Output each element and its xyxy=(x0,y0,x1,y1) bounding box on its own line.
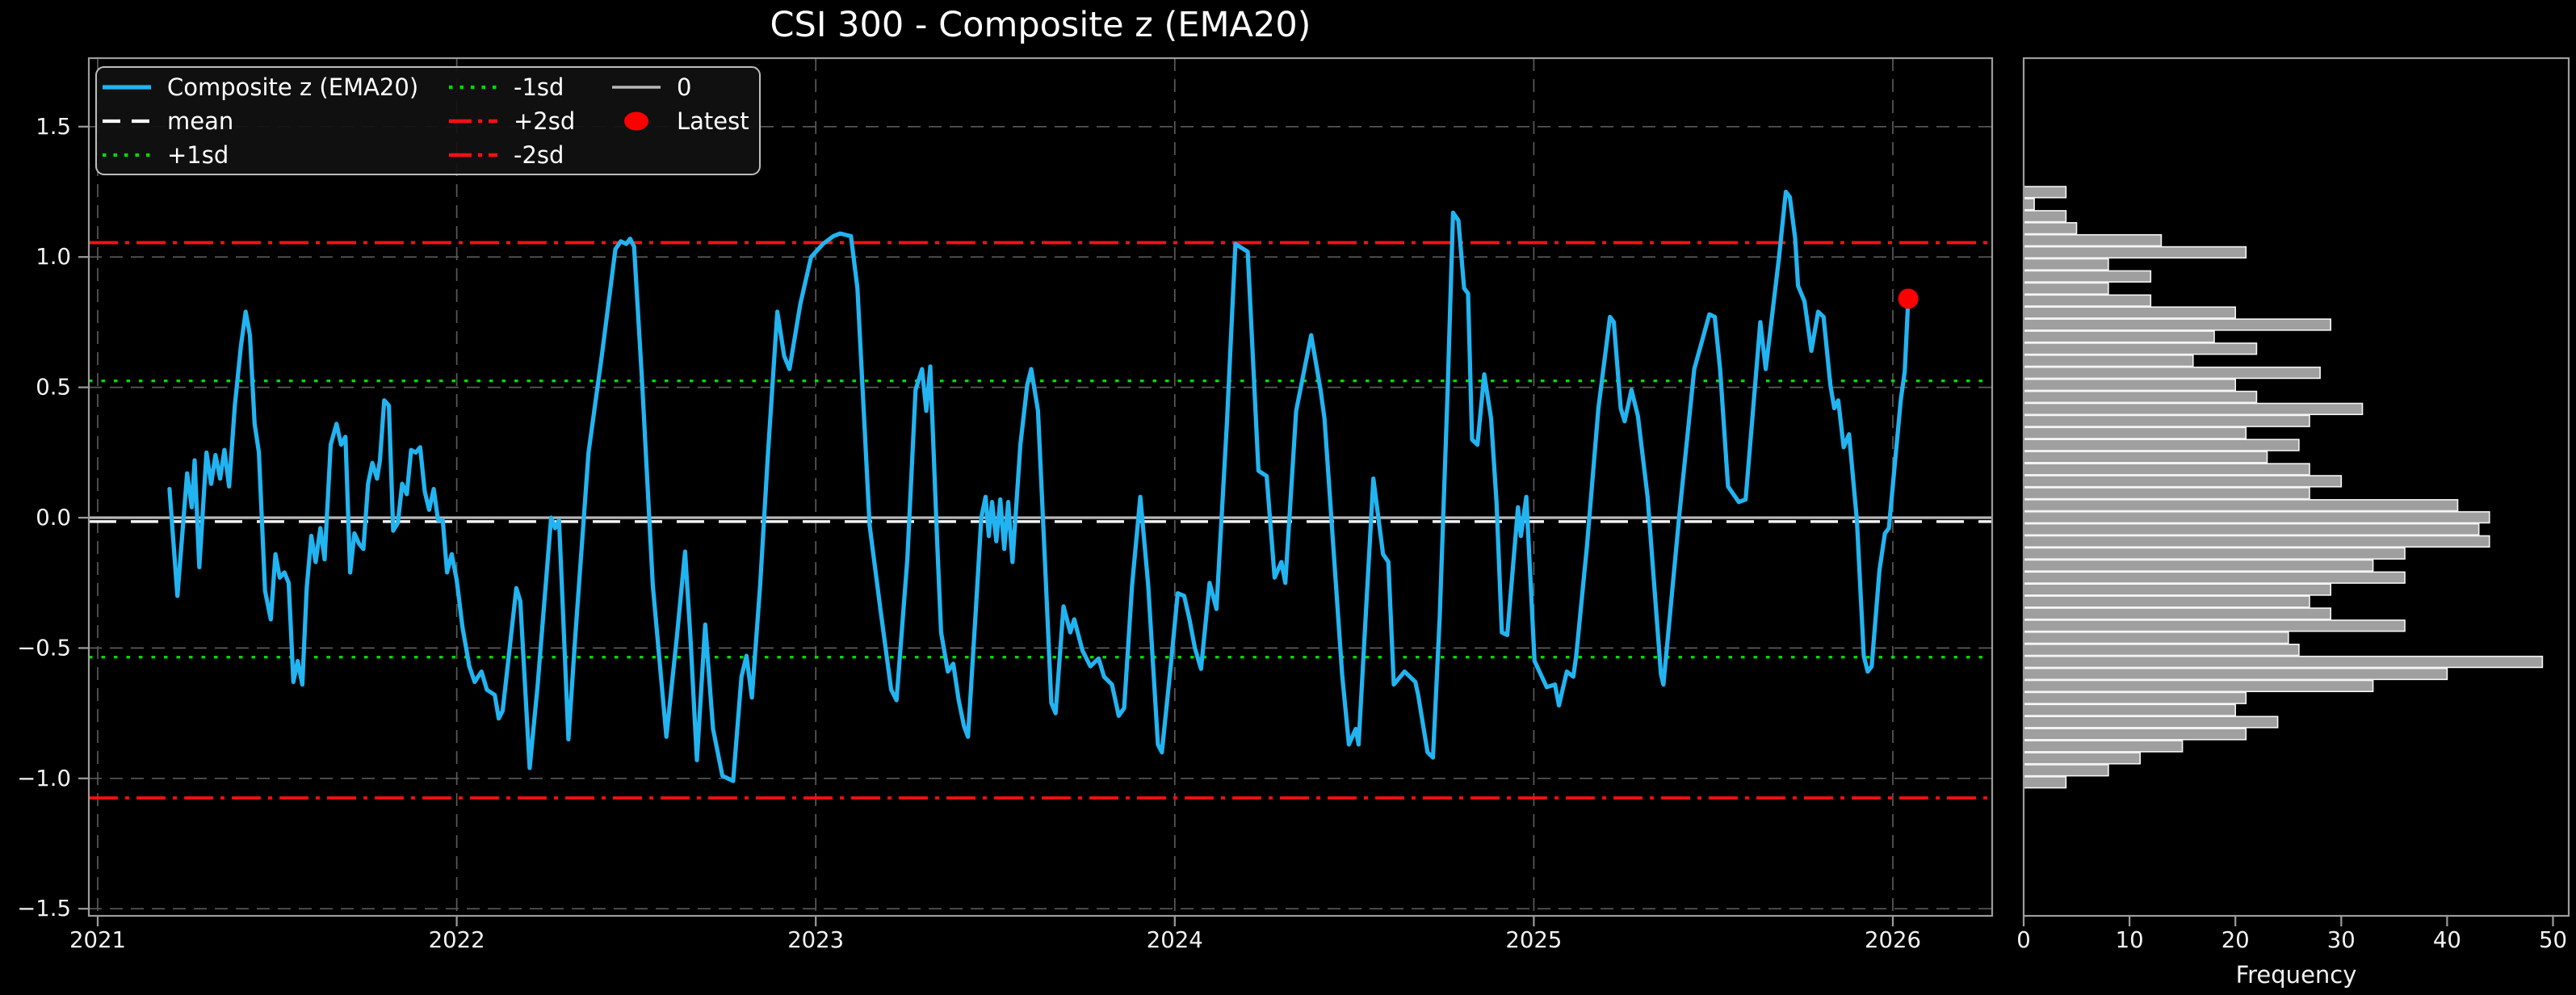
hist-bar xyxy=(2023,270,2152,283)
hist-bar xyxy=(2023,643,2300,657)
hist-bar xyxy=(2023,547,2406,560)
hist-xtick-label: 0 xyxy=(2016,927,2031,953)
hist-bar xyxy=(2023,258,2109,271)
hist-bar xyxy=(2023,498,2459,512)
ytick-label: −0.5 xyxy=(17,635,71,661)
xtick-label-2021: 2021 xyxy=(69,927,126,953)
hist-bar xyxy=(2023,233,2163,247)
hist-bar xyxy=(2023,571,2406,584)
hist-bar xyxy=(2023,354,2194,367)
hist-bar xyxy=(2023,535,2490,548)
legend-label--2sd: -2sd xyxy=(514,141,564,169)
tick-labels: 2021 2022 2023 2024 2025 2026 −1.5 −1.0 −0.5 0.0 0… xyxy=(17,114,2567,953)
hist-bar xyxy=(2023,221,2078,235)
hist-bar xyxy=(2023,366,2321,380)
xtick-label-2025: 2025 xyxy=(1505,927,1562,953)
ytick-label: 0.0 xyxy=(36,505,71,531)
legend: Composite z (EMA20) mean +1sd -1sd +2sd -2sd 0… xyxy=(95,66,761,175)
hist-bar xyxy=(2023,426,2247,439)
hist-bar xyxy=(2023,523,2480,536)
hist-xtick-label: 20 xyxy=(2221,927,2250,953)
hist-xaxis-label: Frequency xyxy=(2235,961,2357,989)
hist-xtick-label: 10 xyxy=(2116,927,2144,953)
legend-label--1sd: -1sd xyxy=(514,73,564,101)
xtick-label-2022: 2022 xyxy=(429,927,485,953)
legend-label-latest: Latest xyxy=(677,107,749,135)
hist-xtick-label: 50 xyxy=(2539,927,2567,953)
legend-label--1sd: +1sd xyxy=(167,141,229,169)
hist-bar xyxy=(2023,559,2374,572)
hist-bar xyxy=(2023,595,2310,608)
hist-bar xyxy=(2023,691,2247,704)
main-spines xyxy=(87,57,1994,917)
hist-bar xyxy=(2023,487,2310,500)
hist-bar xyxy=(2023,740,2184,753)
hist-bar xyxy=(2023,451,2268,464)
hist-bar xyxy=(2023,510,2490,524)
hist-bar xyxy=(2023,716,2279,728)
legend-label-mean: mean xyxy=(167,107,233,135)
legend-label-0: 0 xyxy=(677,73,691,101)
hist-bar xyxy=(2023,752,2141,765)
hist-bar xyxy=(2023,390,2258,404)
hist-bar xyxy=(2023,330,2215,343)
hist-bar xyxy=(2023,439,2300,451)
hist-bar xyxy=(2023,402,2364,415)
hist-bar xyxy=(2023,583,2332,596)
ytick-label: −1.0 xyxy=(17,766,71,791)
xtick-label-2026: 2026 xyxy=(1865,927,1921,953)
legend-label--2sd: +2sd xyxy=(514,107,575,135)
chart-title: CSI 300 - Composite z (EMA20) xyxy=(770,5,1311,45)
hist-bar xyxy=(2023,775,2067,789)
hist-xtick-label: 40 xyxy=(2433,927,2461,953)
hist-bar xyxy=(2023,667,2448,681)
hist-bar xyxy=(2023,475,2343,488)
ytick-label: −1.5 xyxy=(17,896,71,922)
legend-box xyxy=(95,66,761,175)
hist-bar xyxy=(2023,378,2237,392)
hist-bars xyxy=(2023,186,2544,789)
hist-bar xyxy=(2023,463,2310,476)
ytick-label: 1.0 xyxy=(36,244,71,270)
hist-bar xyxy=(2023,631,2289,644)
hist-bar xyxy=(2023,619,2406,632)
hist-bar xyxy=(2023,764,2109,777)
hist-xtick-label: 30 xyxy=(2327,927,2356,953)
hist-bar xyxy=(2023,703,2237,716)
hist-bar xyxy=(2023,342,2258,355)
hist-bar xyxy=(2023,318,2332,331)
latest-dot xyxy=(1898,288,1919,309)
hist-bar xyxy=(2023,679,2374,692)
hist-bar xyxy=(2023,198,2035,211)
xtick-label-2024: 2024 xyxy=(1147,927,1203,953)
hist-spines xyxy=(2022,57,2570,917)
ytick-label: 1.5 xyxy=(36,114,71,140)
hist-bar xyxy=(2023,728,2247,741)
hist-bar xyxy=(2023,655,2544,669)
legend-label-composite-z-ema20-: Composite z (EMA20) xyxy=(167,73,418,101)
hist-bar xyxy=(2023,294,2152,307)
hist-bar xyxy=(2023,306,2237,319)
hist-bar xyxy=(2023,246,2247,259)
hist-bar xyxy=(2023,186,2067,199)
hist-bar xyxy=(2023,607,2332,620)
hist-bar xyxy=(2023,414,2310,427)
ytick-label: 0.5 xyxy=(36,375,71,401)
composite-z-series xyxy=(167,189,1911,783)
xtick-label-2023: 2023 xyxy=(787,927,844,953)
legend-latest-dot xyxy=(624,111,648,131)
hist-bar xyxy=(2023,282,2109,295)
hist-bar xyxy=(2023,210,2067,223)
